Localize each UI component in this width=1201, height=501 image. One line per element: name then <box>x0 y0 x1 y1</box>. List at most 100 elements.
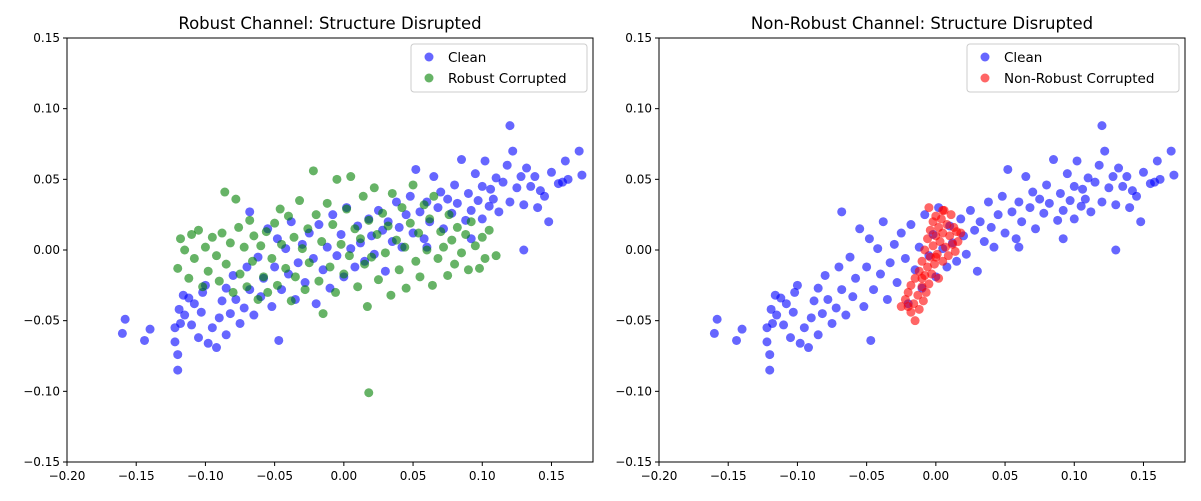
data-point <box>353 282 363 292</box>
data-point <box>364 215 374 225</box>
data-point <box>235 269 245 279</box>
data-point <box>837 285 847 295</box>
data-point <box>953 237 963 247</box>
data-point <box>477 214 487 224</box>
x-tick-label: 0.00 <box>922 469 949 483</box>
data-point <box>336 229 346 239</box>
data-point <box>491 251 501 261</box>
chart-panel-1: Robust Channel: Structure Disrupted −0.20… <box>23 14 594 483</box>
data-point <box>1097 197 1107 207</box>
data-point <box>574 146 584 156</box>
data-point <box>415 272 425 282</box>
data-point <box>394 265 404 275</box>
series-non-robust-corrupted <box>896 203 966 326</box>
data-point <box>765 350 775 360</box>
data-point <box>972 266 982 276</box>
data-point <box>221 259 231 269</box>
data-point <box>187 229 197 239</box>
data-point <box>433 203 443 213</box>
data-point <box>563 174 573 184</box>
data-point <box>429 172 439 182</box>
data-point <box>892 278 902 288</box>
legend-marker <box>980 73 990 83</box>
data-point <box>477 181 487 191</box>
data-point <box>419 234 429 244</box>
data-point <box>286 296 296 306</box>
data-point <box>411 256 421 266</box>
data-point <box>923 262 933 272</box>
data-point <box>277 239 287 249</box>
data-point <box>289 232 299 242</box>
data-point <box>203 266 213 276</box>
data-point <box>848 292 858 302</box>
data-point <box>956 228 966 238</box>
data-point <box>450 259 460 269</box>
data-point <box>391 235 401 245</box>
data-point <box>795 338 805 348</box>
x-tick-label: −0.10 <box>779 469 816 483</box>
data-point <box>221 330 231 340</box>
data-point <box>1122 172 1132 182</box>
data-point <box>965 205 975 215</box>
y-tick-label: 0.15 <box>33 31 60 45</box>
data-point <box>1136 217 1146 227</box>
data-point <box>1069 181 1079 191</box>
data-point <box>297 244 307 254</box>
data-point <box>924 203 934 213</box>
data-point <box>910 273 920 283</box>
data-point <box>249 310 259 320</box>
data-point <box>470 241 480 251</box>
data-point <box>443 270 453 280</box>
data-point <box>869 285 879 295</box>
data-point <box>498 177 508 187</box>
data-point <box>502 160 512 170</box>
data-point <box>945 231 955 241</box>
data-point <box>267 253 277 263</box>
y-tick-label: 0.00 <box>625 243 652 257</box>
data-point <box>225 309 235 319</box>
data-point <box>817 309 827 319</box>
data-point <box>221 283 231 293</box>
data-point <box>473 196 483 206</box>
data-point <box>322 198 332 208</box>
data-point <box>781 299 791 309</box>
data-point <box>463 265 473 275</box>
y-tick-label: 0.00 <box>33 243 60 257</box>
data-point <box>928 241 938 251</box>
data-point <box>245 207 255 217</box>
data-point <box>342 204 352 214</box>
data-point <box>362 302 372 312</box>
legend-box <box>966 43 1180 93</box>
data-point <box>1039 208 1049 218</box>
data-point <box>924 279 934 289</box>
data-point <box>772 310 782 320</box>
data-point <box>283 211 293 221</box>
data-point <box>786 333 795 343</box>
data-point <box>267 302 277 312</box>
data-point <box>1138 167 1148 177</box>
data-point <box>841 310 851 320</box>
data-point <box>184 293 194 303</box>
data-point <box>737 324 747 334</box>
data-point <box>1083 173 1093 183</box>
data-point <box>522 163 532 173</box>
data-point <box>516 172 526 182</box>
data-point <box>444 210 454 220</box>
data-point <box>120 314 130 324</box>
data-point <box>1111 245 1121 255</box>
data-point <box>196 307 206 317</box>
x-tick-label: 0.05 <box>400 469 427 483</box>
data-point <box>228 287 238 297</box>
data-point <box>391 197 401 207</box>
data-point <box>211 251 221 261</box>
data-point <box>1031 224 1041 234</box>
data-point <box>519 245 529 255</box>
legend: Clean Non-Robust Corrupted <box>966 43 1180 93</box>
data-point <box>414 228 424 238</box>
data-point <box>776 293 786 303</box>
data-point <box>935 237 945 247</box>
data-point <box>900 294 910 304</box>
data-point <box>173 350 183 360</box>
data-point <box>140 335 150 345</box>
